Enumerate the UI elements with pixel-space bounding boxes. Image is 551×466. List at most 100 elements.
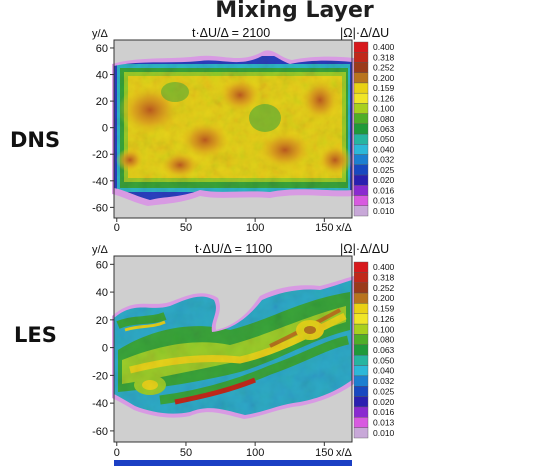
colorbar-label: 0.020 bbox=[373, 175, 395, 185]
colorbar-label: 0.040 bbox=[373, 144, 395, 154]
y-tick-label: -20 bbox=[92, 149, 108, 161]
colorbar-swatch bbox=[353, 52, 369, 63]
colorbar-swatch bbox=[353, 313, 369, 325]
x-tick-label: 0 bbox=[114, 222, 120, 234]
y-tick-label: -40 bbox=[92, 176, 108, 188]
x-tick-label: 0 bbox=[114, 447, 120, 459]
colorbar-label: 0.016 bbox=[373, 185, 395, 195]
bottom-accent-bar bbox=[114, 460, 352, 466]
colorbar-swatch bbox=[353, 292, 369, 304]
colorbar-label: 0.080 bbox=[373, 114, 395, 124]
les-colorbar: 0.4000.3180.2520.2000.1590.1260.1000.080… bbox=[353, 261, 395, 439]
x-tick-label: 50 bbox=[180, 447, 192, 459]
colorbar-swatch bbox=[353, 323, 369, 335]
colorbar-swatch bbox=[353, 417, 369, 428]
colorbar-swatch bbox=[353, 41, 369, 53]
colorbar-label: 0.040 bbox=[373, 366, 395, 376]
colorbar-swatch bbox=[353, 406, 369, 418]
colorbar-label: 0.016 bbox=[373, 407, 395, 417]
les-time-label: t·ΔU/Δ = 1100 bbox=[195, 242, 272, 256]
y-tick-label: 60 bbox=[96, 259, 108, 271]
colorbar-label: 0.063 bbox=[373, 124, 395, 134]
colorbar-label: 0.013 bbox=[373, 196, 395, 206]
colorbar-swatch bbox=[353, 375, 369, 387]
colorbar-label: 0.126 bbox=[373, 93, 395, 103]
colorbar-swatch bbox=[353, 113, 369, 125]
colorbar-swatch bbox=[353, 92, 369, 104]
les-colorbar-title: |Ω|·Δ/ΔU bbox=[340, 242, 389, 256]
colorbar-label: 0.025 bbox=[373, 165, 395, 175]
dns-panel: t·ΔU/Δ = 2100 |Ω|·Δ/ΔU y/Δ x/Δ bbox=[92, 26, 389, 234]
colorbar-label: 0.032 bbox=[373, 155, 395, 165]
colorbar-label: 0.013 bbox=[373, 417, 395, 427]
x-tick-label: 50 bbox=[180, 222, 192, 234]
colorbar-label: 0.400 bbox=[373, 42, 395, 52]
dns-colorbar-title: |Ω|·Δ/ΔU bbox=[340, 26, 389, 40]
colorbar-label: 0.020 bbox=[373, 397, 395, 407]
y-tick-label: 0 bbox=[102, 123, 108, 135]
colorbar-swatch bbox=[353, 282, 369, 294]
x-tick-label: 150 bbox=[315, 222, 333, 234]
y-tick-label: -60 bbox=[92, 202, 108, 214]
colorbar-swatch bbox=[353, 195, 369, 206]
dns-x-axis-label: x/Δ bbox=[336, 222, 353, 234]
y-tick-label: -60 bbox=[92, 426, 108, 438]
y-tick-label: -40 bbox=[92, 398, 108, 410]
dns-colorbar: 0.4000.3180.2520.2000.1590.1260.1000.080… bbox=[353, 41, 395, 217]
colorbar-label: 0.025 bbox=[373, 386, 395, 396]
colorbar-swatch bbox=[353, 164, 369, 176]
les-axis-ticks: 0 50 100 150 60 40 20 0 -20 -40 -60 bbox=[92, 259, 333, 459]
colorbar-label: 0.159 bbox=[373, 83, 395, 93]
colorbar-label: 0.126 bbox=[373, 314, 395, 324]
colorbar-swatch bbox=[353, 334, 369, 346]
colorbar-swatch bbox=[353, 386, 369, 397]
les-row-label: LES bbox=[14, 323, 57, 347]
colorbar-swatch bbox=[353, 272, 369, 283]
dns-vorticity-field bbox=[114, 56, 352, 200]
colorbar-swatch bbox=[353, 72, 369, 84]
colorbar-swatch bbox=[353, 133, 369, 145]
colorbar-swatch bbox=[353, 154, 369, 166]
colorbar-label: 0.318 bbox=[373, 273, 395, 283]
colorbar-swatch bbox=[353, 123, 369, 135]
y-tick-label: 20 bbox=[96, 96, 108, 108]
colorbar-label: 0.100 bbox=[373, 104, 395, 114]
dns-y-axis-label: y/Δ bbox=[92, 28, 109, 40]
dns-axis-ticks: 0 50 100 150 60 40 20 0 -20 -40 -60 bbox=[92, 43, 333, 234]
les-panel: t·ΔU/Δ = 1100 |Ω|·Δ/ΔU y/Δ x/Δ bbox=[92, 242, 389, 459]
colorbar-label: 0.252 bbox=[373, 283, 395, 293]
colorbar-label: 0.063 bbox=[373, 345, 395, 355]
x-tick-label: 150 bbox=[315, 447, 333, 459]
colorbar-label: 0.032 bbox=[373, 376, 395, 386]
colorbar-swatch bbox=[353, 62, 369, 73]
colorbar-label: 0.200 bbox=[373, 73, 395, 83]
colorbar-swatch bbox=[353, 261, 369, 273]
colorbar-swatch bbox=[353, 205, 369, 217]
colorbar-label: 0.050 bbox=[373, 355, 395, 365]
colorbar-swatch bbox=[353, 427, 369, 439]
colorbar-label: 0.050 bbox=[373, 134, 395, 144]
colorbar-swatch bbox=[353, 396, 369, 408]
colorbar-label: 0.159 bbox=[373, 304, 395, 314]
colorbar-label: 0.252 bbox=[373, 63, 395, 73]
colorbar-label: 0.400 bbox=[373, 262, 395, 272]
colorbar-label: 0.010 bbox=[373, 428, 395, 438]
les-y-axis-label: y/Δ bbox=[92, 244, 109, 256]
y-tick-label: 0 bbox=[102, 343, 108, 355]
y-tick-label: 60 bbox=[96, 43, 108, 55]
colorbar-label: 0.318 bbox=[373, 52, 395, 62]
y-tick-label: 20 bbox=[96, 315, 108, 327]
colorbar-label: 0.200 bbox=[373, 293, 395, 303]
colorbar-swatch bbox=[353, 185, 369, 196]
colorbar-label: 0.080 bbox=[373, 335, 395, 345]
colorbar-swatch bbox=[353, 82, 369, 94]
colorbar-swatch bbox=[353, 303, 369, 314]
y-tick-label: 40 bbox=[96, 70, 108, 82]
figure-title: Mixing Layer bbox=[215, 0, 374, 23]
x-tick-label: 100 bbox=[246, 222, 264, 234]
y-tick-label: -20 bbox=[92, 370, 108, 382]
colorbar-swatch bbox=[353, 365, 369, 377]
colorbar-swatch bbox=[353, 344, 369, 356]
colorbar-swatch bbox=[353, 103, 369, 114]
